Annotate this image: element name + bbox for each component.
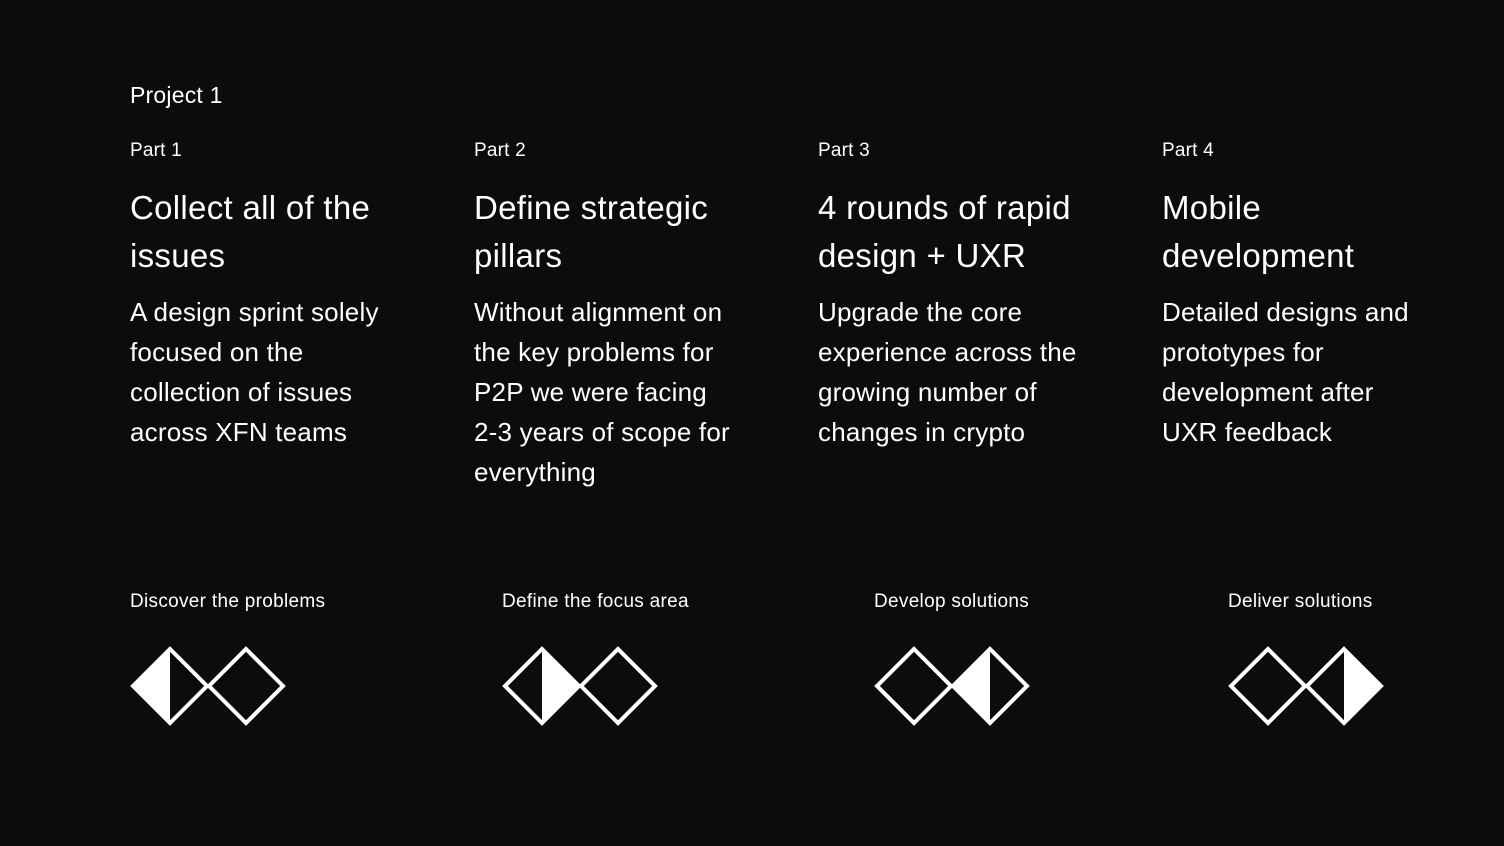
part-label: Part 1 — [130, 140, 182, 161]
phase-develop: Develop solutions — [874, 588, 1030, 726]
diamond-outline — [206, 646, 286, 726]
diamond-fill-half — [133, 649, 170, 723]
part-column-3: Part 3 4 rounds of rapid design + UXR Up… — [818, 138, 1138, 452]
part-label: Part 4 — [1162, 140, 1214, 161]
diamond-fill-half — [542, 649, 579, 723]
part-description: Upgrade the core experience across the g… — [818, 297, 1077, 447]
diamond-1 — [502, 646, 582, 726]
part-title: Define strategic pillars — [474, 189, 709, 274]
double-diamond-develop-icon — [874, 646, 1030, 726]
part-column-2: Part 2 Define strategic pillars Without … — [474, 138, 794, 492]
diamond-2 — [1304, 646, 1384, 726]
diamond-outline — [578, 646, 658, 726]
part-label: Part 3 — [818, 140, 870, 161]
diamond-outline — [874, 646, 954, 726]
diamond-1 — [1228, 646, 1308, 726]
part-title: 4 rounds of rapid design + UXR — [818, 189, 1071, 274]
diamond-outline — [1304, 646, 1384, 726]
part-label: Part 2 — [474, 140, 526, 161]
project-title: Project 1 — [130, 82, 223, 108]
diamond-outline — [1228, 646, 1308, 726]
phase-define: Define the focus area — [502, 588, 689, 726]
part-description: A design sprint solely focused on the co… — [130, 297, 379, 447]
diamond-fill-half — [953, 649, 990, 723]
diamond-outline — [950, 646, 1030, 726]
double-diamond-define-icon — [502, 646, 658, 726]
part-description: Without alignment on the key problems fo… — [474, 297, 730, 487]
diamond-1 — [130, 646, 210, 726]
diamond-2 — [578, 646, 658, 726]
diamond-1 — [874, 646, 954, 726]
diamond-outline — [502, 646, 582, 726]
diamond-outline — [130, 646, 210, 726]
diamond-2 — [950, 646, 1030, 726]
part-column-1: Part 1 Collect all of the issues A desig… — [130, 138, 450, 452]
diamond-2 — [206, 646, 286, 726]
part-title: Mobile development — [1162, 189, 1355, 274]
part-description: Detailed designs and prototypes for deve… — [1162, 297, 1409, 447]
phase-label: Discover the problems — [130, 591, 326, 612]
double-diamond-discover-icon — [130, 646, 286, 726]
part-column-4: Part 4 Mobile development Detailed desig… — [1162, 138, 1482, 452]
phase-label: Develop solutions — [874, 591, 1030, 612]
phase-discover: Discover the problems — [130, 588, 326, 726]
phase-label: Deliver solutions — [1228, 591, 1373, 612]
diamond-fill-half — [1344, 649, 1381, 723]
phase-label: Define the focus area — [502, 591, 689, 612]
part-title: Collect all of the issues — [130, 189, 371, 274]
double-diamond-deliver-icon — [1228, 646, 1384, 726]
phase-deliver: Deliver solutions — [1228, 588, 1384, 726]
